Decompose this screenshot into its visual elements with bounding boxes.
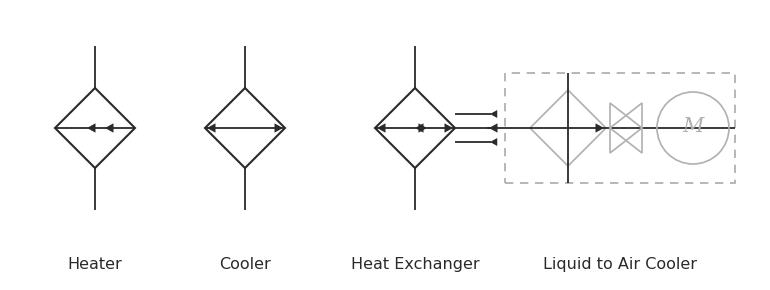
Polygon shape	[415, 123, 424, 133]
Polygon shape	[207, 123, 216, 133]
Polygon shape	[419, 123, 427, 133]
Polygon shape	[490, 110, 497, 118]
Text: Heater: Heater	[68, 257, 122, 272]
Polygon shape	[490, 138, 497, 146]
Polygon shape	[274, 123, 283, 133]
Polygon shape	[377, 123, 386, 133]
Text: M: M	[682, 117, 704, 137]
Text: Liquid to Air Cooler: Liquid to Air Cooler	[543, 257, 697, 272]
Text: Cooler: Cooler	[219, 257, 271, 272]
Text: Heat Exchanger: Heat Exchanger	[350, 257, 479, 272]
Bar	[505, 73, 735, 183]
Polygon shape	[87, 123, 95, 133]
Polygon shape	[444, 123, 453, 133]
Polygon shape	[105, 123, 113, 133]
Polygon shape	[489, 123, 497, 133]
Polygon shape	[595, 123, 604, 133]
